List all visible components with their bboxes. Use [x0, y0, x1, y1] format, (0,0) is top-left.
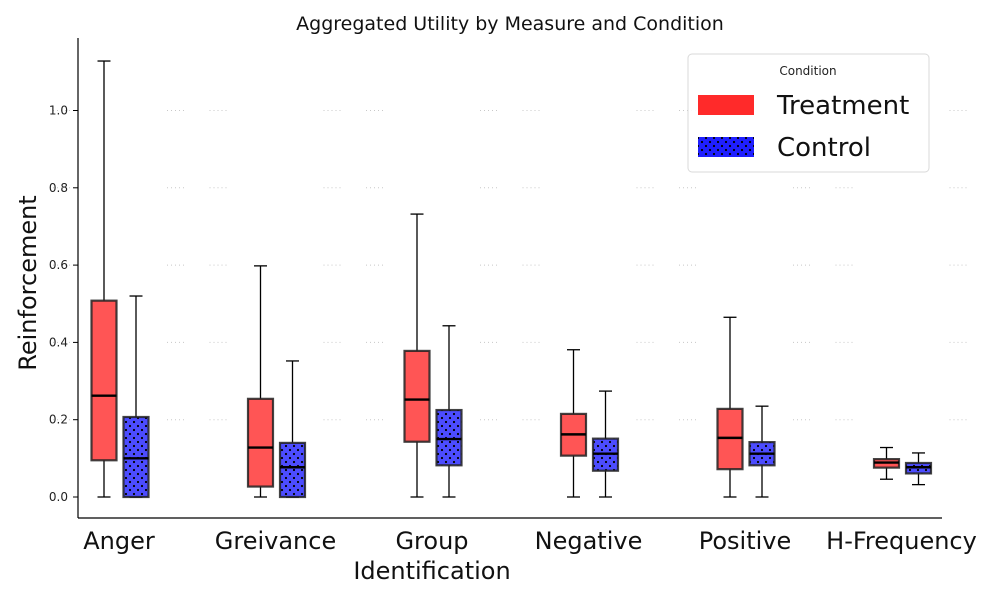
box-outline — [278, 441, 307, 499]
y-axis-label: Reinforcement — [14, 195, 42, 370]
axes: 0.0 0.2 0.4 0.6 0.8 1.0 Anger Greivance Group Ide… — [49, 38, 977, 585]
treatment-box-0 — [90, 60, 118, 498]
boxes — [90, 60, 933, 499]
y-tick-label: 0.2 — [49, 413, 68, 427]
legend-label: Control — [777, 133, 871, 163]
control-box-1 — [278, 360, 307, 499]
x-tick-label: Negative — [535, 527, 643, 555]
legend-swatch-hatch — [698, 137, 754, 157]
y-tick-label: 0.4 — [49, 335, 68, 349]
y-tick-label: 0.8 — [49, 181, 68, 195]
control-box-5 — [904, 452, 933, 486]
x-tick-label: H-Frequency — [826, 527, 977, 555]
treatment-box-1 — [246, 265, 275, 498]
control-box-4 — [748, 405, 776, 498]
box-outline — [122, 415, 150, 499]
legend: Condition Treatment Control — [687, 53, 930, 173]
treatment-box-5 — [872, 446, 901, 480]
box-outline — [90, 299, 118, 462]
control-box-3 — [591, 390, 620, 498]
treatment-box-2 — [403, 213, 431, 498]
y-tick-label: 1.0 — [49, 104, 68, 118]
y-tick-label: 0.6 — [49, 258, 68, 272]
box-outline — [246, 397, 275, 488]
legend-swatch — [698, 95, 754, 115]
treatment-box-3 — [559, 349, 588, 498]
legend-title: Condition — [779, 64, 836, 78]
chart-title: Aggregated Utility by Measure and Condit… — [296, 13, 724, 35]
x-tick-label: Anger — [83, 527, 155, 555]
x-tick-label: Group Identification — [353, 527, 510, 585]
x-tick-label: Greivance — [215, 527, 336, 555]
box-body — [91, 300, 117, 461]
treatment-box-4 — [716, 316, 744, 498]
box-outline — [403, 349, 431, 443]
box-body — [248, 398, 273, 487]
control-box-0 — [122, 295, 150, 499]
x-tick-label: Positive — [699, 527, 792, 555]
box-hatch — [123, 416, 149, 497]
box-hatch — [436, 410, 462, 466]
box-body — [404, 350, 430, 442]
control-box-2 — [435, 325, 463, 498]
box-hatch — [280, 442, 305, 497]
box-outline — [435, 408, 463, 467]
legend-label: Treatment — [776, 91, 909, 121]
y-tick-label: 0.0 — [49, 490, 68, 504]
